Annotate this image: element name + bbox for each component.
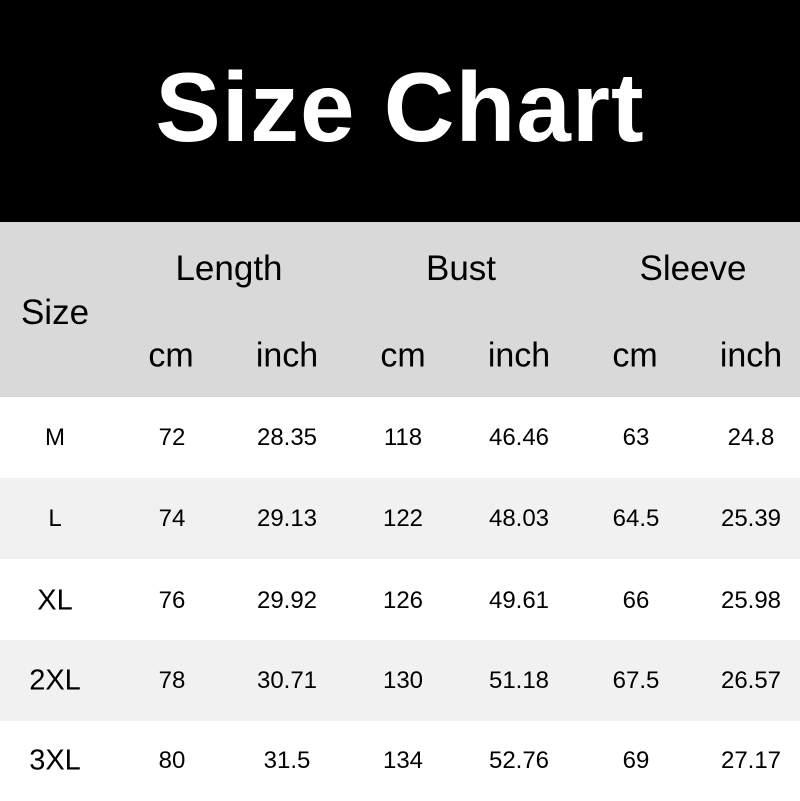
value-cell: 30.71 [256, 666, 318, 694]
value-cell: 31.5 [263, 746, 311, 774]
value-cell: 28.35 [256, 423, 318, 451]
table-row: M 72 28.35 118 46.46 63 24.8 [0, 397, 800, 478]
sleeve-header: Sleeve [639, 249, 747, 288]
value-cell: 24.8 [727, 423, 775, 451]
table-row: L 74 29.13 122 48.03 64.5 25.39 [0, 478, 800, 559]
unit-header: inch [719, 336, 783, 375]
length-header: Length [175, 249, 283, 288]
value-cell: 134 [382, 746, 424, 774]
value-cell: 118 [383, 423, 423, 451]
value-cell: 52.76 [488, 746, 550, 774]
size-cell: M [45, 423, 65, 451]
value-cell: 63 [622, 423, 650, 451]
value-cell: 29.13 [256, 504, 318, 532]
value-cell: 49.61 [488, 586, 550, 614]
value-cell: 27.17 [720, 746, 782, 774]
unit-header: cm [148, 336, 194, 375]
value-cell: 46.46 [488, 423, 550, 451]
bust-header: Bust [425, 249, 497, 288]
value-cell: 25.98 [720, 586, 782, 614]
size-cell: 2XL [29, 664, 81, 696]
page-title: Size Chart [155, 51, 645, 162]
size-cell: 3XL [29, 744, 81, 776]
unit-header: inch [487, 336, 551, 375]
size-header: Size [20, 293, 90, 332]
table-row: XL 76 29.92 126 49.61 66 25.98 [0, 560, 800, 641]
value-cell: 76 [158, 586, 186, 614]
unit-header: cm [380, 336, 426, 375]
value-cell: 48.03 [488, 504, 550, 532]
value-cell: 130 [382, 666, 424, 694]
value-cell: 72 [158, 423, 186, 451]
size-cell: XL [37, 584, 73, 616]
value-cell: 25.39 [720, 504, 782, 532]
table-row: 2XL 78 30.71 130 51.18 67.5 26.57 [0, 640, 800, 721]
value-cell: 26.57 [720, 666, 782, 694]
value-cell: 69 [622, 746, 650, 774]
value-cell: 122 [382, 504, 424, 532]
value-cell: 67.5 [612, 666, 660, 694]
unit-header: cm [612, 336, 658, 375]
title-banner: Size Chart [0, 0, 800, 222]
unit-header: inch [255, 336, 319, 375]
value-cell: 51.18 [488, 666, 550, 694]
value-cell: 66 [622, 586, 650, 614]
value-cell: 74 [158, 504, 186, 532]
table-header: Size Length Bust Sleeve cm inch cm inch … [0, 222, 800, 397]
value-cell: 126 [382, 586, 424, 614]
value-cell: 80 [158, 746, 186, 774]
value-cell: 64.5 [612, 504, 660, 532]
value-cell: 78 [158, 666, 186, 694]
value-cell: 29.92 [256, 586, 318, 614]
size-cell: L [48, 504, 62, 532]
table-row: 3XL 80 31.5 134 52.76 69 27.17 [0, 720, 800, 801]
